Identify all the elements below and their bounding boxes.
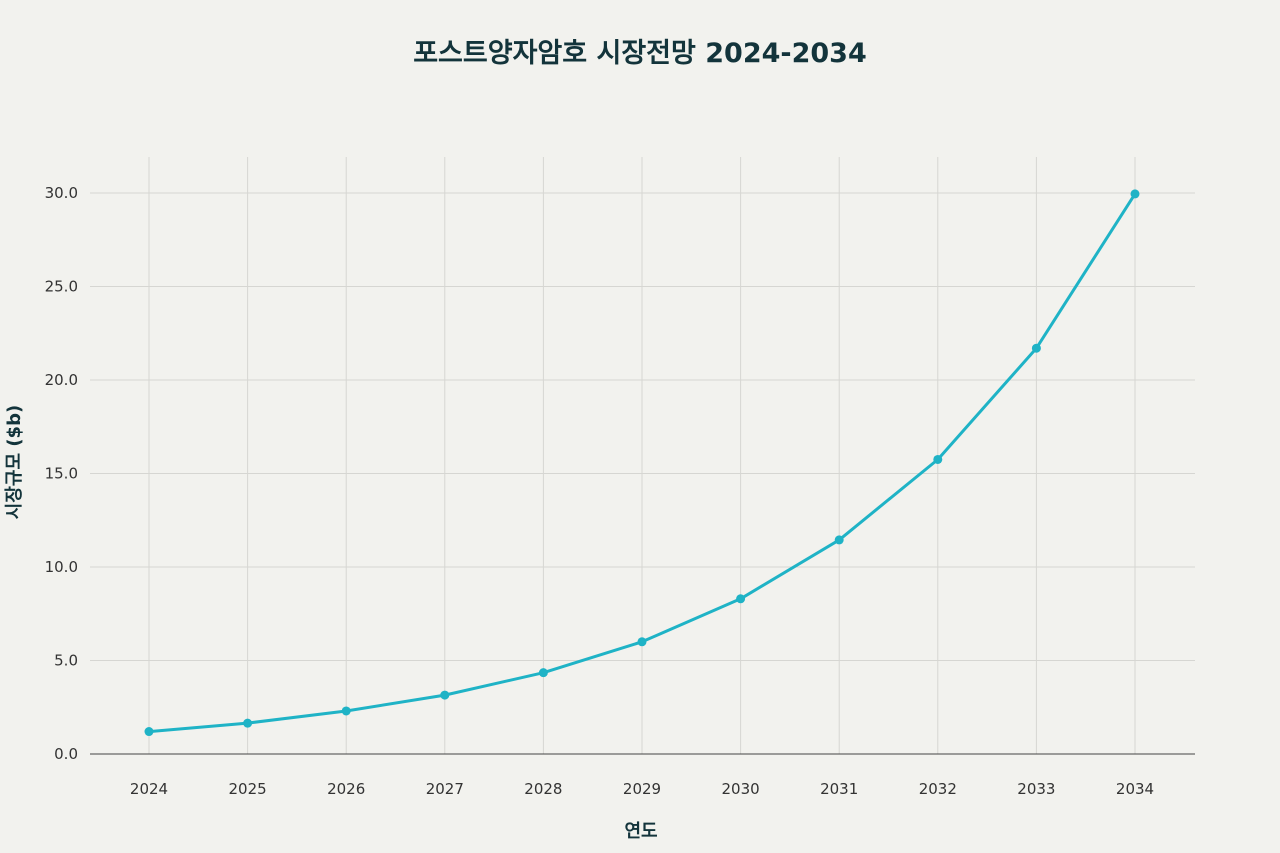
x-tick-label: 2031 bbox=[820, 780, 858, 798]
x-tick-label: 2024 bbox=[130, 780, 168, 798]
data-point bbox=[933, 454, 943, 464]
x-tick-label: 2034 bbox=[1116, 780, 1154, 798]
y-tick-label: 10.0 bbox=[45, 558, 78, 576]
data-point bbox=[341, 706, 351, 716]
x-tick-label: 2028 bbox=[524, 780, 562, 798]
data-point bbox=[440, 690, 450, 700]
data-point bbox=[243, 718, 253, 728]
x-tick-label: 2025 bbox=[229, 780, 267, 798]
x-tick-label: 2027 bbox=[426, 780, 464, 798]
y-axis-title: 시장규모 ($b) bbox=[4, 405, 25, 519]
y-tick-label: 15.0 bbox=[45, 465, 78, 483]
grid-lines bbox=[90, 157, 1195, 754]
data-point bbox=[538, 668, 548, 678]
y-tick-label: 30.0 bbox=[45, 184, 78, 202]
tick-labels: 0.0 5.0 10.0 15.0 20.0 25.0 30.0 2024 2025 2026 20… bbox=[45, 184, 1155, 798]
data-point bbox=[1130, 189, 1140, 199]
y-tick-label: 0.0 bbox=[54, 745, 78, 763]
y-tick-label: 20.0 bbox=[45, 371, 78, 389]
data-point bbox=[144, 727, 154, 737]
x-tick-label: 2029 bbox=[623, 780, 661, 798]
x-tick-label: 2030 bbox=[722, 780, 760, 798]
data-point bbox=[637, 637, 647, 647]
x-tick-label: 2033 bbox=[1017, 780, 1055, 798]
x-tick-label: 2032 bbox=[919, 780, 957, 798]
data-point bbox=[834, 535, 844, 545]
x-axis-title: 연도 bbox=[624, 821, 657, 842]
data-point bbox=[1031, 343, 1041, 353]
data-point bbox=[736, 594, 746, 604]
series-line-group bbox=[144, 189, 1140, 737]
chart-title: 포스트양자암호 시장전망 2024-2034 bbox=[413, 38, 867, 69]
y-tick-label: 25.0 bbox=[45, 278, 78, 296]
x-tick-label: 2026 bbox=[327, 780, 365, 798]
y-tick-label: 5.0 bbox=[54, 652, 78, 670]
